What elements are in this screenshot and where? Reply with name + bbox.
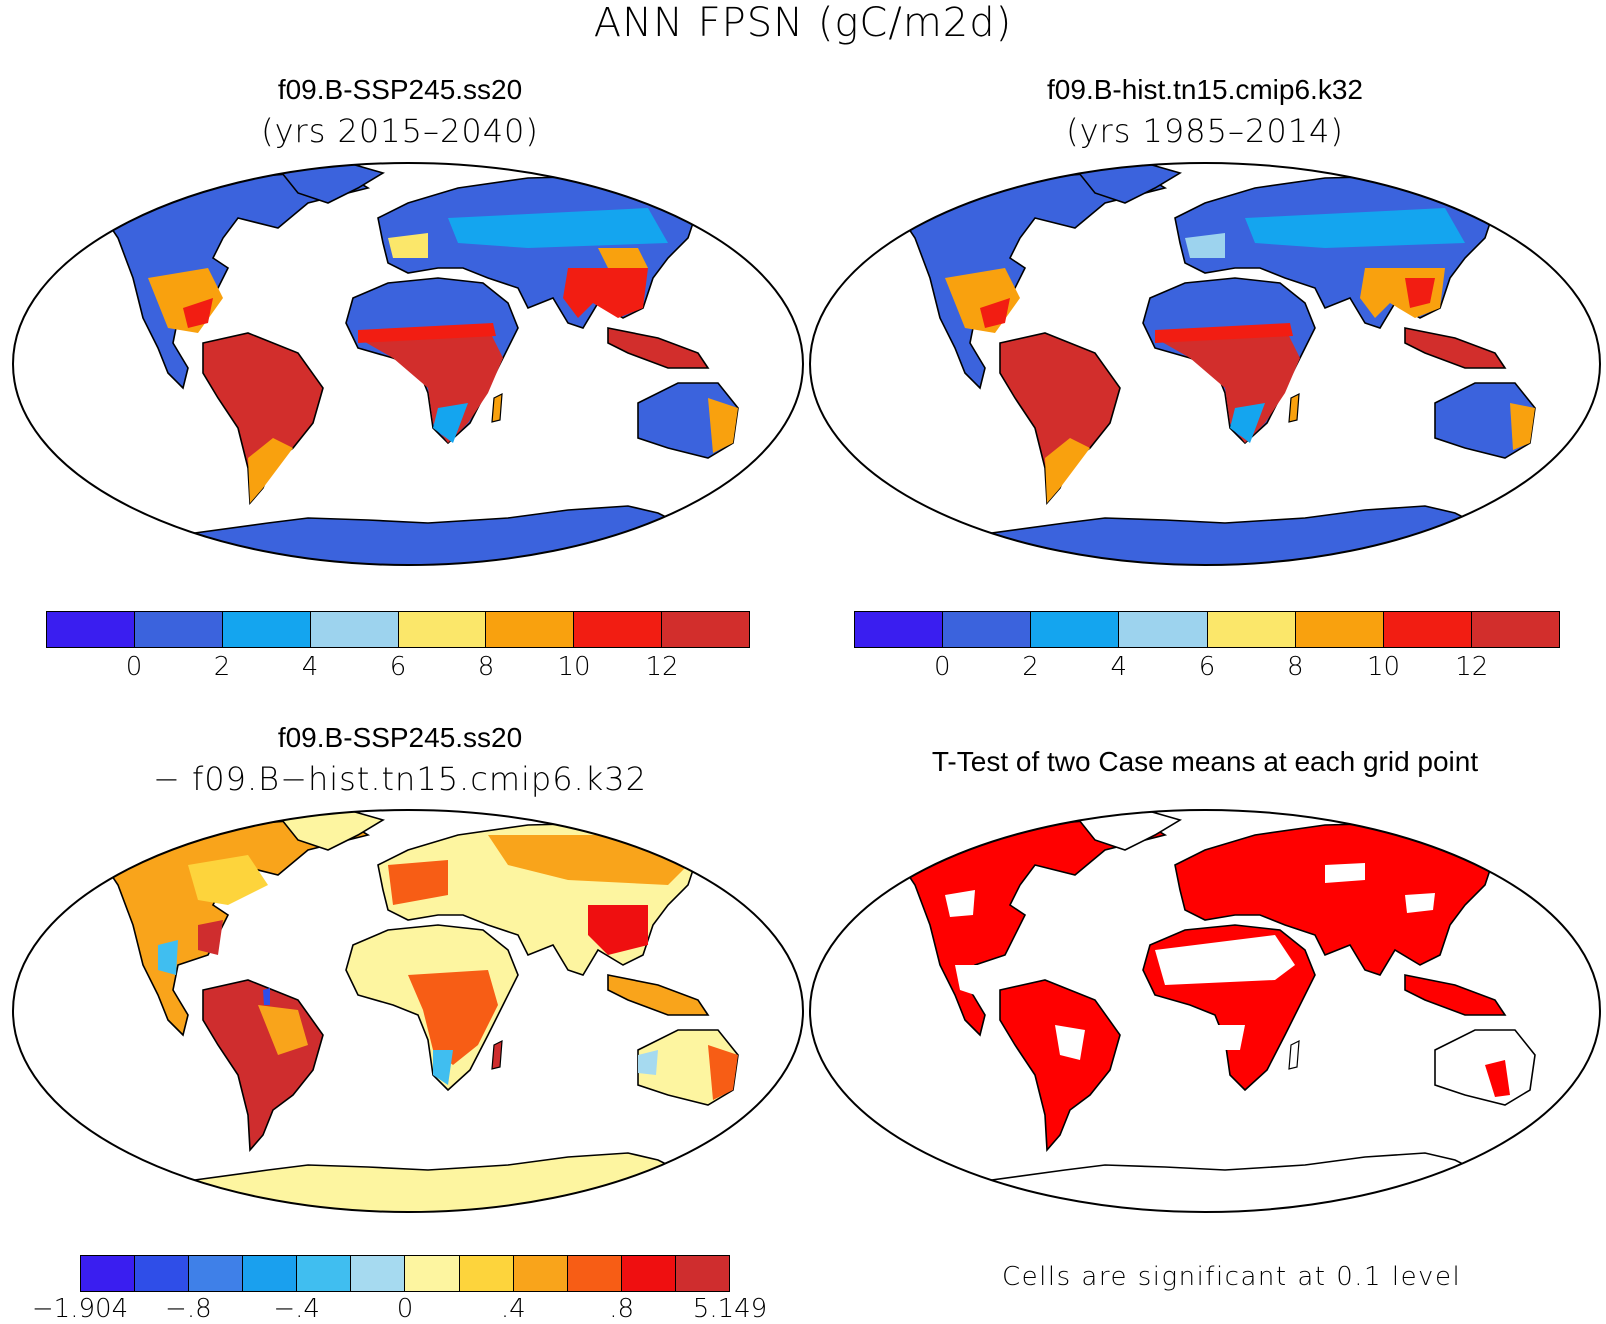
colorbar-tick-label: 2 [213,652,231,682]
colorbar-tick-label: 12 [1455,652,1489,682]
case1-map [8,158,808,570]
ttest-map [805,805,1605,1217]
colorbar-box [567,1256,622,1291]
colorbar-tick-label: 8 [477,652,495,682]
colorbar-tick-label: 10 [1366,652,1401,682]
ttest-title: T-Test of two Case means at each grid po… [931,746,1479,777]
case1-title: f09.B-SSP245.ss20 [277,74,523,105]
case2-colorbar [854,611,1560,648]
colorbar-box [189,1256,244,1291]
colorbar-tick-label: 10 [557,652,591,682]
colorbar-tick-label: 4 [1110,652,1128,682]
colorbar-box [135,1256,190,1291]
colorbar-tick-label: −1.904 [31,1294,129,1324]
colorbar-box [1119,612,1208,647]
colorbar-tick-label: 12 [645,652,679,682]
colorbar-tick-label: .8 [609,1294,635,1324]
colorbar-tick-label: 6 [1198,652,1216,682]
colorbar-tick-label: 2 [1022,652,1039,682]
colorbar-tick-label: 0 [125,652,143,682]
diff-colorbar [80,1255,730,1292]
colorbar-box [310,612,399,647]
figure-title: ANN FPSN (gC/m2d) [593,0,1013,46]
diff-title: f09.B-SSP245.ss20 [277,722,523,753]
colorbar-box [1383,612,1472,647]
case1-colorbar [46,611,750,648]
colorbar-box [243,1256,298,1291]
colorbar-box [943,612,1032,647]
case1-subtitle: (yrs 2015–2040) [261,112,539,150]
colorbar-box [675,1256,729,1291]
significance-note: Cells are significant at 0.1 level [1002,1262,1462,1292]
case2-title: f09.B-hist.tn15.cmip6.k32 [1047,74,1363,105]
colorbar-box [1471,612,1559,647]
diff-map [8,805,808,1217]
colorbar-box [1031,612,1120,647]
colorbar-box [405,1256,460,1291]
colorbar-box [1207,612,1296,647]
colorbar-box [513,1256,568,1291]
colorbar-box [398,612,487,647]
colorbar-tick-label: −.8 [165,1294,212,1324]
colorbar-tick-label: 4 [301,652,319,682]
colorbar-box [351,1256,406,1291]
colorbar-box [81,1256,136,1291]
colorbar-tick-label: 0 [933,652,951,682]
colorbar-tick-label: −.4 [273,1294,320,1324]
diff-subtitle: − f09.B−hist.tn15.cmip6.k32 [153,760,647,798]
colorbar-box [134,612,223,647]
colorbar-tick-label: 8 [1286,652,1304,682]
colorbar-box [621,1256,676,1291]
colorbar-tick-label: 5.149 [692,1294,768,1324]
colorbar-box [574,612,663,647]
colorbar-tick-label: .4 [500,1294,526,1324]
colorbar-tick-label: 6 [389,652,407,682]
colorbar-box [297,1256,352,1291]
colorbar-box [1295,612,1384,647]
colorbar-tick-label: 0 [396,1294,414,1324]
colorbar-box [222,612,311,647]
colorbar-box [662,612,749,647]
colorbar-box [486,612,575,647]
colorbar-box [47,612,135,647]
colorbar-box [459,1256,514,1291]
case2-subtitle: (yrs 1985–2014) [1066,112,1344,150]
case2-map [805,158,1605,570]
colorbar-box [855,612,944,647]
